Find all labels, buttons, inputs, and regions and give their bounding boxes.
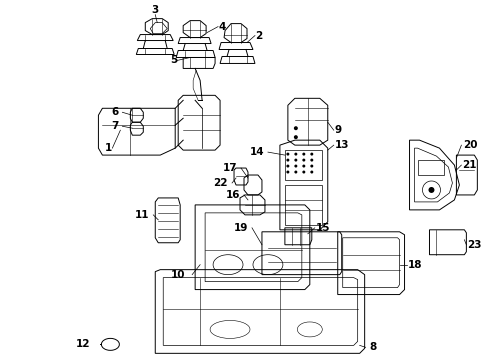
Circle shape	[294, 171, 297, 174]
Text: 23: 23	[467, 240, 482, 250]
Circle shape	[286, 153, 290, 156]
Text: 19: 19	[234, 223, 248, 233]
Text: 21: 21	[463, 160, 477, 170]
Circle shape	[286, 159, 290, 162]
Text: 7: 7	[111, 121, 119, 131]
Text: 18: 18	[408, 260, 422, 270]
Text: 13: 13	[335, 140, 349, 150]
Text: 15: 15	[316, 223, 330, 233]
Circle shape	[294, 165, 297, 167]
Text: 17: 17	[222, 163, 237, 173]
Circle shape	[310, 171, 313, 174]
Circle shape	[294, 126, 298, 130]
Text: 6: 6	[111, 107, 119, 117]
Circle shape	[302, 165, 305, 167]
Text: 20: 20	[464, 140, 478, 150]
Circle shape	[302, 171, 305, 174]
Text: 1: 1	[105, 143, 112, 153]
Text: 12: 12	[76, 339, 91, 349]
Text: 14: 14	[249, 147, 264, 157]
Text: 5: 5	[170, 55, 177, 66]
Text: 4: 4	[218, 22, 225, 32]
Circle shape	[310, 165, 313, 167]
Circle shape	[428, 187, 435, 193]
Circle shape	[302, 159, 305, 162]
Circle shape	[286, 165, 290, 167]
Text: 2: 2	[255, 31, 262, 41]
Text: 3: 3	[151, 5, 159, 15]
Text: 9: 9	[335, 125, 342, 135]
Text: 8: 8	[369, 342, 377, 352]
Text: 11: 11	[135, 210, 149, 220]
Circle shape	[294, 135, 298, 139]
Circle shape	[310, 159, 313, 162]
Circle shape	[294, 153, 297, 156]
Text: 22: 22	[214, 178, 228, 188]
Circle shape	[294, 159, 297, 162]
Text: 16: 16	[225, 190, 240, 200]
Circle shape	[302, 153, 305, 156]
Text: 10: 10	[171, 270, 185, 280]
Circle shape	[286, 171, 290, 174]
Circle shape	[310, 153, 313, 156]
